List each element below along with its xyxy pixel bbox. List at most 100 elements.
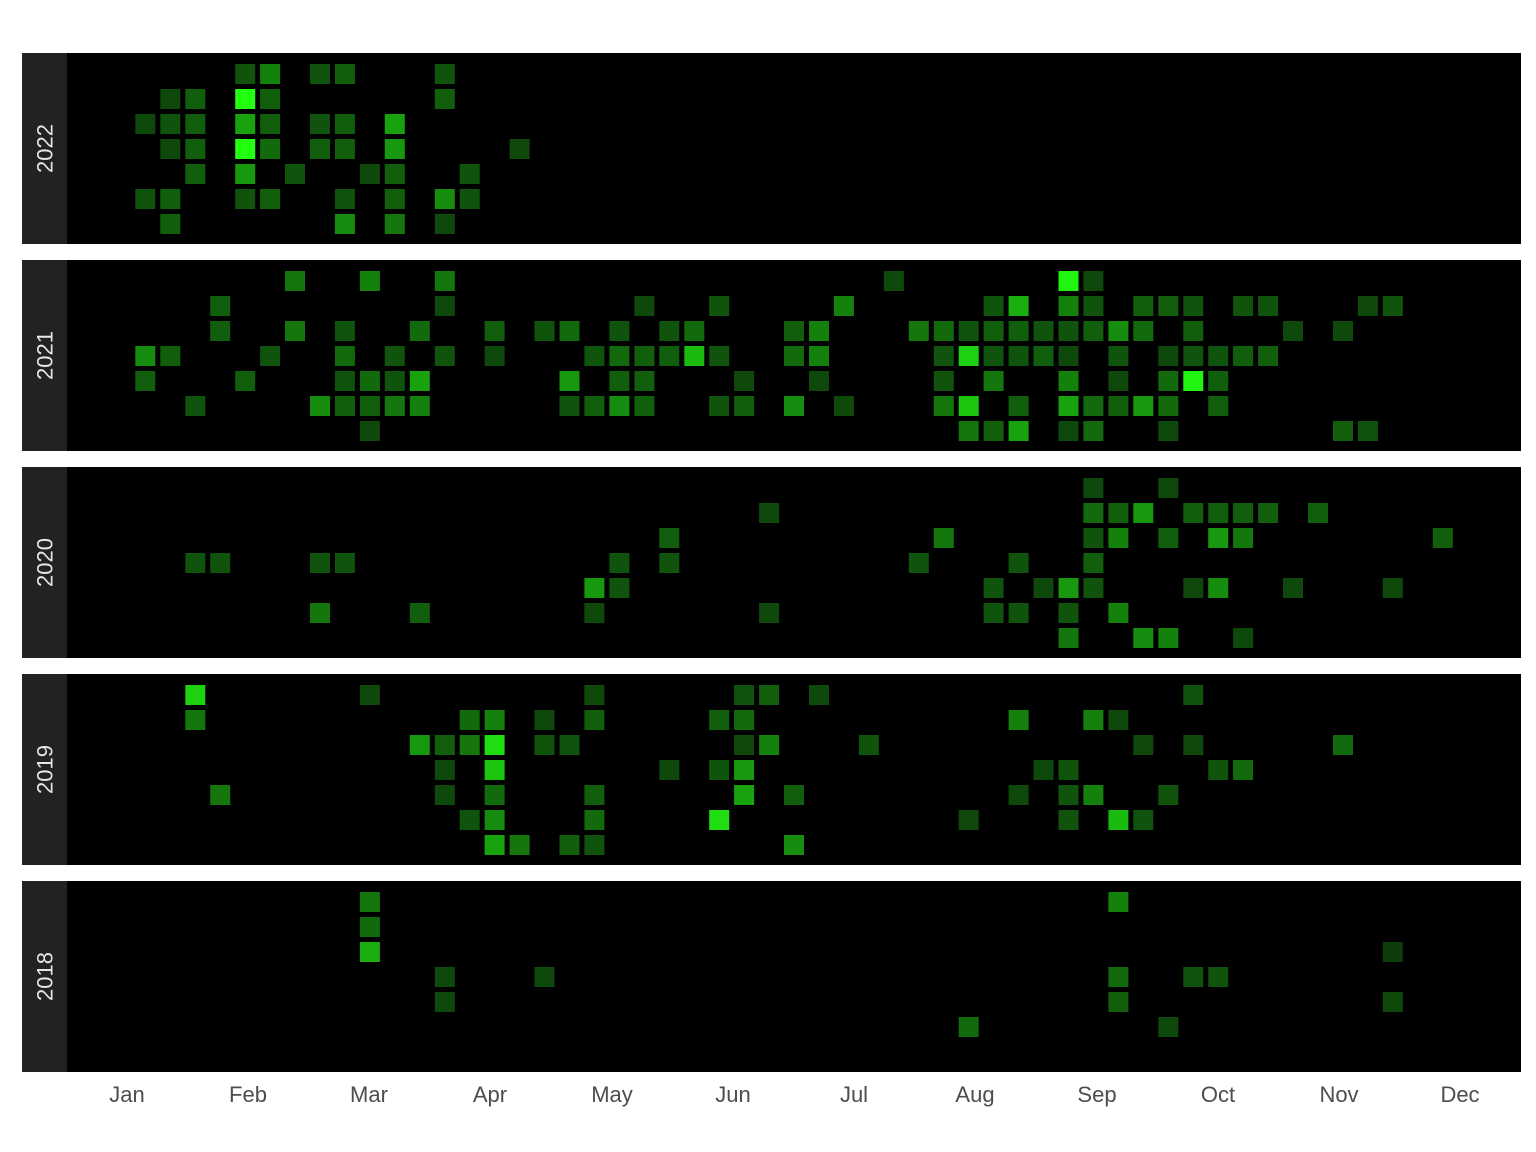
heat-cell	[384, 139, 405, 159]
heat-cell	[858, 735, 879, 755]
heat-cell	[1058, 371, 1079, 391]
month-tick-label: Mar	[350, 1082, 388, 1107]
heat-cell	[634, 371, 655, 391]
heat-cell	[1158, 478, 1179, 498]
heat-cell	[659, 528, 680, 548]
heat-cell	[260, 64, 281, 84]
heat-cell	[434, 89, 455, 109]
heat-cell	[1133, 628, 1154, 648]
heat-cell	[1183, 503, 1204, 523]
heat-cell	[1208, 371, 1229, 391]
panel-background	[22, 467, 1521, 658]
strip-background	[22, 881, 67, 1072]
heat-cell	[1333, 735, 1353, 755]
heat-cell	[534, 735, 555, 755]
heat-cell	[210, 785, 231, 805]
strip-label-year: 2019	[33, 745, 58, 794]
heat-cell	[709, 296, 730, 316]
heat-cell	[334, 321, 355, 341]
heat-cell	[334, 64, 355, 84]
heat-cell	[235, 114, 256, 134]
heat-cell	[434, 346, 455, 366]
heat-cell	[1158, 346, 1179, 366]
heat-cell	[1033, 578, 1054, 598]
heat-cell	[384, 346, 405, 366]
heat-cell	[684, 346, 705, 366]
panel-2018: 2018	[22, 881, 1521, 1072]
heat-cell	[1258, 296, 1279, 316]
heat-cell	[210, 321, 231, 341]
heat-cell	[1083, 396, 1104, 416]
heat-cell	[833, 296, 854, 316]
heat-cell	[1083, 321, 1104, 341]
strip-background	[22, 467, 67, 658]
month-tick-label: Jul	[840, 1082, 868, 1107]
heat-cell	[434, 296, 455, 316]
heat-cell	[310, 553, 330, 573]
heat-cell	[235, 89, 256, 109]
heat-cell	[1183, 578, 1204, 598]
heat-cell	[609, 553, 630, 573]
heat-cell	[285, 321, 305, 341]
heat-cell	[260, 346, 281, 366]
heat-cell	[559, 396, 580, 416]
heat-cell	[1158, 371, 1179, 391]
month-tick-label: Apr	[473, 1082, 507, 1107]
heat-cell	[584, 685, 605, 705]
heat-cell	[1183, 967, 1204, 987]
heat-cell	[759, 735, 780, 755]
heat-cell	[1208, 528, 1229, 548]
heat-cell	[185, 685, 206, 705]
heat-cell	[784, 785, 804, 805]
heat-cell	[509, 835, 530, 855]
heat-cell	[210, 296, 231, 316]
heat-cell	[235, 139, 256, 159]
strip-background	[22, 53, 67, 244]
heat-cell	[484, 835, 505, 855]
heat-cell	[809, 371, 829, 391]
heat-cell	[933, 346, 954, 366]
heat-cell	[734, 371, 755, 391]
heat-cell	[260, 114, 281, 134]
heat-cell	[285, 164, 305, 184]
heat-cell	[160, 89, 181, 109]
heat-cell	[1058, 628, 1079, 648]
heat-cell	[1008, 603, 1029, 623]
heat-cell	[534, 967, 555, 987]
strip-label-year: 2021	[33, 331, 58, 380]
heat-cell	[459, 710, 480, 730]
heat-cell	[1058, 578, 1079, 598]
heat-cell	[1008, 396, 1029, 416]
heat-cell	[334, 553, 355, 573]
heat-cell	[933, 371, 954, 391]
panel-2021: 2021	[22, 260, 1521, 451]
heat-cell	[384, 164, 405, 184]
month-tick-label: Jan	[109, 1082, 144, 1107]
heat-cell	[334, 189, 355, 209]
heat-cell	[310, 396, 330, 416]
heat-cell	[1008, 296, 1029, 316]
heat-cell	[634, 296, 655, 316]
heat-cell	[160, 214, 181, 234]
heat-cell	[1058, 603, 1079, 623]
heat-cell	[933, 321, 954, 341]
heat-cell	[709, 810, 730, 830]
heat-cell	[1108, 710, 1129, 730]
heat-cell	[310, 603, 330, 623]
heat-cell	[958, 346, 979, 366]
heat-cell	[409, 371, 430, 391]
heat-cell	[1432, 528, 1453, 548]
heat-cell	[1308, 503, 1328, 523]
heat-cell	[1008, 785, 1029, 805]
heat-cell	[1382, 296, 1403, 316]
heat-cell	[1033, 346, 1054, 366]
heat-cell	[958, 421, 979, 441]
heat-cell	[1058, 785, 1079, 805]
heat-cell	[235, 371, 256, 391]
heat-cell	[235, 189, 256, 209]
heat-cell	[584, 578, 605, 598]
heat-cell	[883, 271, 904, 291]
heat-cell	[659, 321, 680, 341]
heat-cell	[1382, 992, 1403, 1012]
heat-cell	[1382, 578, 1403, 598]
